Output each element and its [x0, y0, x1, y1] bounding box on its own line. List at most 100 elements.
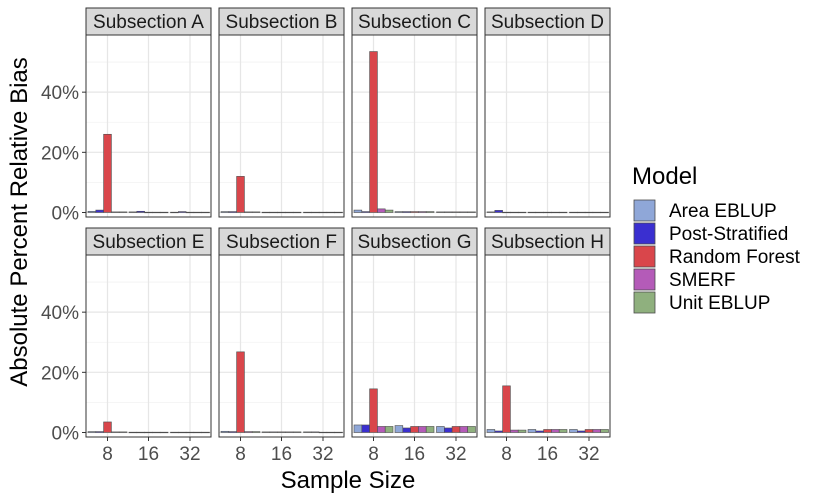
bar — [95, 209, 104, 213]
bar — [592, 211, 602, 214]
bar — [269, 431, 278, 433]
bar — [377, 426, 386, 433]
bar — [535, 430, 544, 433]
bar — [384, 426, 394, 433]
x-tick-label: 8 — [368, 444, 379, 465]
bar — [152, 211, 161, 214]
bar — [502, 211, 511, 214]
facet-strip — [218, 227, 345, 256]
x-tick-label: 32 — [312, 444, 333, 465]
bar — [369, 388, 378, 433]
legend-label: Area EBLUP — [669, 201, 777, 222]
bar — [326, 211, 335, 214]
bar — [334, 431, 343, 434]
legend-swatch — [633, 199, 656, 222]
bar — [201, 431, 210, 434]
y-tick-label: 0% — [52, 203, 80, 224]
x-tick-label: 32 — [445, 444, 466, 465]
bar — [418, 211, 427, 213]
bar — [103, 133, 112, 213]
facet-strip — [85, 227, 212, 256]
bar — [535, 211, 544, 214]
bar — [425, 426, 435, 433]
bar — [584, 211, 594, 214]
bar — [569, 211, 578, 214]
bar — [543, 211, 552, 214]
bar — [551, 211, 560, 214]
bar — [87, 431, 97, 433]
bar — [228, 431, 237, 433]
facet-strip — [351, 7, 478, 36]
bar — [111, 211, 120, 213]
facet-title: Subsection D — [491, 12, 604, 33]
bar — [558, 429, 568, 433]
bar — [95, 431, 104, 433]
facet-strip — [351, 227, 478, 256]
bar — [303, 431, 312, 433]
x-tick-label: 8 — [501, 444, 512, 465]
bar — [193, 211, 202, 214]
bar — [334, 211, 343, 214]
bar — [136, 210, 145, 213]
bar — [144, 431, 153, 434]
bar — [592, 429, 602, 433]
bar — [220, 211, 230, 213]
bar — [236, 176, 245, 213]
bar — [159, 431, 169, 434]
bar — [178, 211, 187, 213]
facet-title: Subsection G — [357, 232, 471, 253]
bar — [600, 429, 609, 433]
y-axis-title: Absolute Percent Relative Bias — [6, 57, 33, 387]
bar — [502, 385, 511, 433]
bar — [402, 211, 411, 213]
bar — [170, 431, 179, 434]
bar — [220, 430, 230, 433]
bar — [569, 429, 578, 433]
bar — [318, 211, 328, 214]
legend-label: Random Forest — [669, 247, 801, 268]
bar — [584, 429, 594, 433]
bar — [410, 211, 419, 213]
facet-title: Subsection A — [93, 12, 204, 33]
bar — [128, 211, 138, 213]
bar — [394, 425, 404, 433]
bar — [261, 431, 271, 433]
bar — [326, 431, 335, 434]
bar — [111, 431, 120, 433]
y-tick-label: 0% — [52, 423, 80, 444]
bar — [436, 211, 445, 213]
bar — [402, 427, 411, 433]
bar — [459, 426, 468, 433]
bar — [576, 211, 586, 214]
legend-label: Post-Stratified — [669, 224, 788, 245]
x-tick-label: 32 — [578, 444, 599, 465]
bar — [384, 209, 394, 213]
bar — [285, 431, 294, 433]
bar — [410, 426, 419, 433]
bar — [467, 211, 476, 213]
facet-title: Subsection C — [358, 12, 471, 33]
y-tick-label: 40% — [41, 303, 79, 324]
bar — [527, 211, 537, 214]
bar — [152, 431, 161, 434]
bar — [244, 211, 253, 213]
facet-strip — [484, 227, 611, 256]
bar — [185, 211, 195, 214]
panel-border — [351, 34, 478, 218]
bar — [144, 211, 153, 214]
bar — [600, 211, 609, 214]
bar — [118, 211, 128, 213]
bar — [310, 431, 320, 433]
bar — [436, 426, 445, 433]
bar — [576, 430, 586, 433]
bar — [244, 431, 253, 433]
bar — [443, 211, 453, 213]
legend-swatch — [633, 291, 656, 314]
bar — [361, 424, 370, 433]
bar — [261, 211, 271, 214]
bar — [251, 431, 261, 433]
legend-label: SMERF — [669, 270, 736, 291]
bar — [451, 426, 461, 433]
bar — [277, 211, 286, 214]
